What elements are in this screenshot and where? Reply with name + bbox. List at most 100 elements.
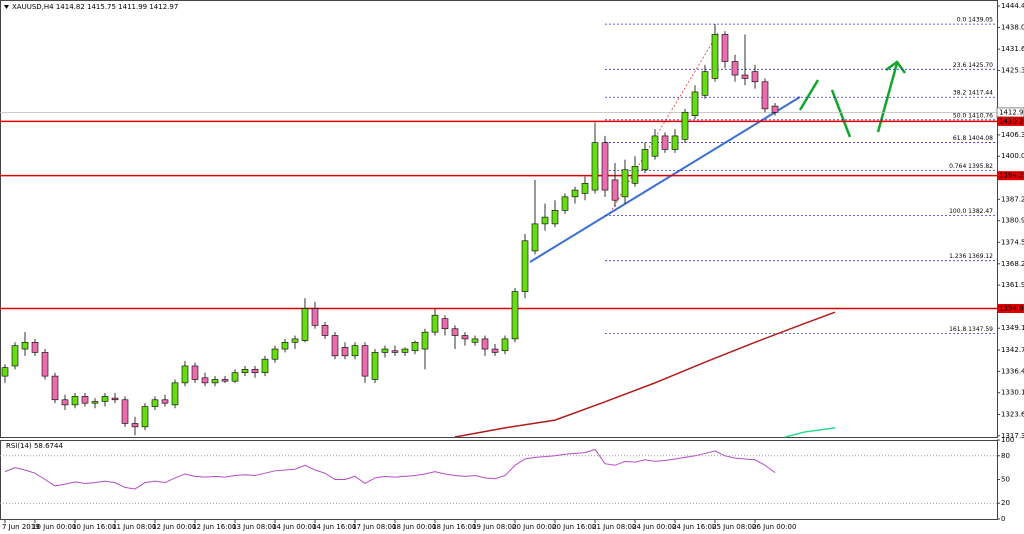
y-tick-label: 1368.20 [1001, 260, 1024, 268]
candle-body [171, 382, 179, 406]
candle-body [641, 149, 649, 171]
level-box [997, 303, 1024, 313]
candle-body [501, 338, 509, 352]
fib-label: 1.236 1369.12 [949, 253, 993, 260]
candle-body [71, 396, 79, 406]
candle-body [331, 335, 339, 357]
candle-body [481, 338, 489, 350]
candle-body [21, 341, 29, 350]
x-tick-label: 12 Jun 16:00 [192, 523, 236, 531]
candle-body [441, 318, 449, 330]
fib-label: 100.0 1382.47 [949, 208, 993, 215]
candle-body [741, 74, 749, 79]
candle-body [321, 325, 329, 336]
candle-body [761, 81, 769, 110]
x-tick-label: 13 Jun 08:00 [232, 523, 276, 531]
rsi-tick-label: 20 [1001, 499, 1010, 507]
candle-body [531, 223, 539, 252]
fib-label: 161.8 1347.59 [949, 326, 993, 333]
candle-body [461, 335, 469, 340]
candle-body [261, 358, 269, 374]
candle-body [221, 379, 229, 382]
candle-body [121, 399, 129, 424]
candle-body [381, 348, 389, 353]
level-label: 1354.99 [999, 304, 1024, 312]
y-tick-label: 1380.95 [1001, 217, 1024, 225]
candle-body [311, 308, 319, 326]
rsi-title: RSI(14) 58.6744 [6, 442, 63, 450]
candle-body [181, 365, 189, 384]
x-tick-label: 20 Jun 16:00 [552, 523, 596, 531]
x-tick-label: 18 Jun 16:00 [432, 523, 476, 531]
candle-body [211, 379, 219, 384]
level-box [997, 116, 1024, 126]
candle-body [721, 34, 729, 62]
candle-body [601, 142, 609, 191]
candle-body [341, 347, 349, 357]
x-tick-label: 7 Jun 2019 [2, 523, 40, 531]
candle-body [111, 397, 119, 401]
fib-label: 38.2 1417.44 [953, 90, 993, 97]
candle-body [411, 341, 419, 352]
x-tick-label: 14 Jun 16:00 [312, 523, 356, 531]
x-tick-label: 20 Jun 00:00 [512, 523, 556, 531]
x-tick-label: 12 Jun 00:00 [152, 523, 196, 531]
y-tick-label: 1387.25 [1001, 195, 1024, 203]
y-tick-label: 1374.55 [1001, 238, 1024, 246]
candle-body [231, 372, 239, 382]
rsi-tick-label: 100 [1001, 436, 1014, 444]
candle-body [671, 135, 679, 150]
x-tick-label: 19 Jun 08:00 [472, 523, 516, 531]
candle-body [401, 348, 409, 353]
moving-average [784, 427, 836, 438]
x-tick-label: 26 Jun 00:00 [752, 523, 796, 531]
rsi-tick-label: 80 [1001, 452, 1010, 460]
rsi-line [4, 448, 776, 490]
candle-body [51, 375, 59, 401]
x-tick-label: 21 Jun 08:00 [592, 523, 636, 531]
candle-body [421, 331, 429, 350]
y-tick-label: 1336.40 [1001, 367, 1024, 375]
x-tick-label: 11 Jun 08:00 [112, 523, 156, 531]
candle-body [731, 61, 739, 76]
candle-body [511, 291, 519, 340]
level-label: 1410.29 [999, 117, 1024, 125]
y-tick-label: 1342.70 [1001, 346, 1024, 354]
fib-label: 0.764 1395.82 [949, 163, 993, 170]
candle-body [291, 338, 299, 343]
level-box [997, 171, 1024, 181]
y-tick-label: 1406.30 [1001, 131, 1024, 139]
price-panel [0, 0, 998, 438]
x-tick-label: 14 Jun 00:00 [272, 523, 316, 531]
candle-body [301, 308, 309, 341]
y-tick-label: 1400.00 [1001, 152, 1024, 160]
candle-body [471, 338, 479, 343]
candle-body [41, 352, 49, 377]
candle-body [191, 365, 199, 380]
candle-body [251, 369, 259, 374]
price-box [996, 107, 1024, 118]
x-tick-label: 10 Jun 00:00 [32, 523, 76, 531]
chart-title: XAUUSD,H4 1414.82 1415.75 1411.99 1412.9… [12, 3, 178, 11]
moving-average [454, 311, 836, 438]
y-tick-label: 1431.65 [1001, 45, 1024, 53]
y-tick-label: 1438.05 [1001, 24, 1024, 32]
fib-label: 61.8 1404.08 [953, 135, 993, 142]
candle-body [151, 399, 159, 407]
candle-body [101, 396, 109, 402]
candle-body [491, 348, 499, 353]
candle-body [11, 345, 19, 367]
candle-body [611, 179, 619, 201]
x-tick-label: 17 Jun 08:00 [352, 523, 396, 531]
y-tick-label: 1361.90 [1001, 281, 1024, 289]
candle-body [61, 399, 69, 406]
candle-body [661, 135, 669, 150]
candle-body [581, 182, 589, 194]
fib-anchor [609, 32, 719, 214]
rsi-tick-label: 0 [1001, 515, 1005, 523]
level-label: 1394.25 [999, 172, 1024, 180]
candle-body [241, 369, 249, 374]
candle-body [751, 71, 759, 83]
